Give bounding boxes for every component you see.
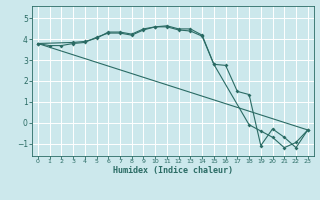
X-axis label: Humidex (Indice chaleur): Humidex (Indice chaleur): [113, 166, 233, 175]
